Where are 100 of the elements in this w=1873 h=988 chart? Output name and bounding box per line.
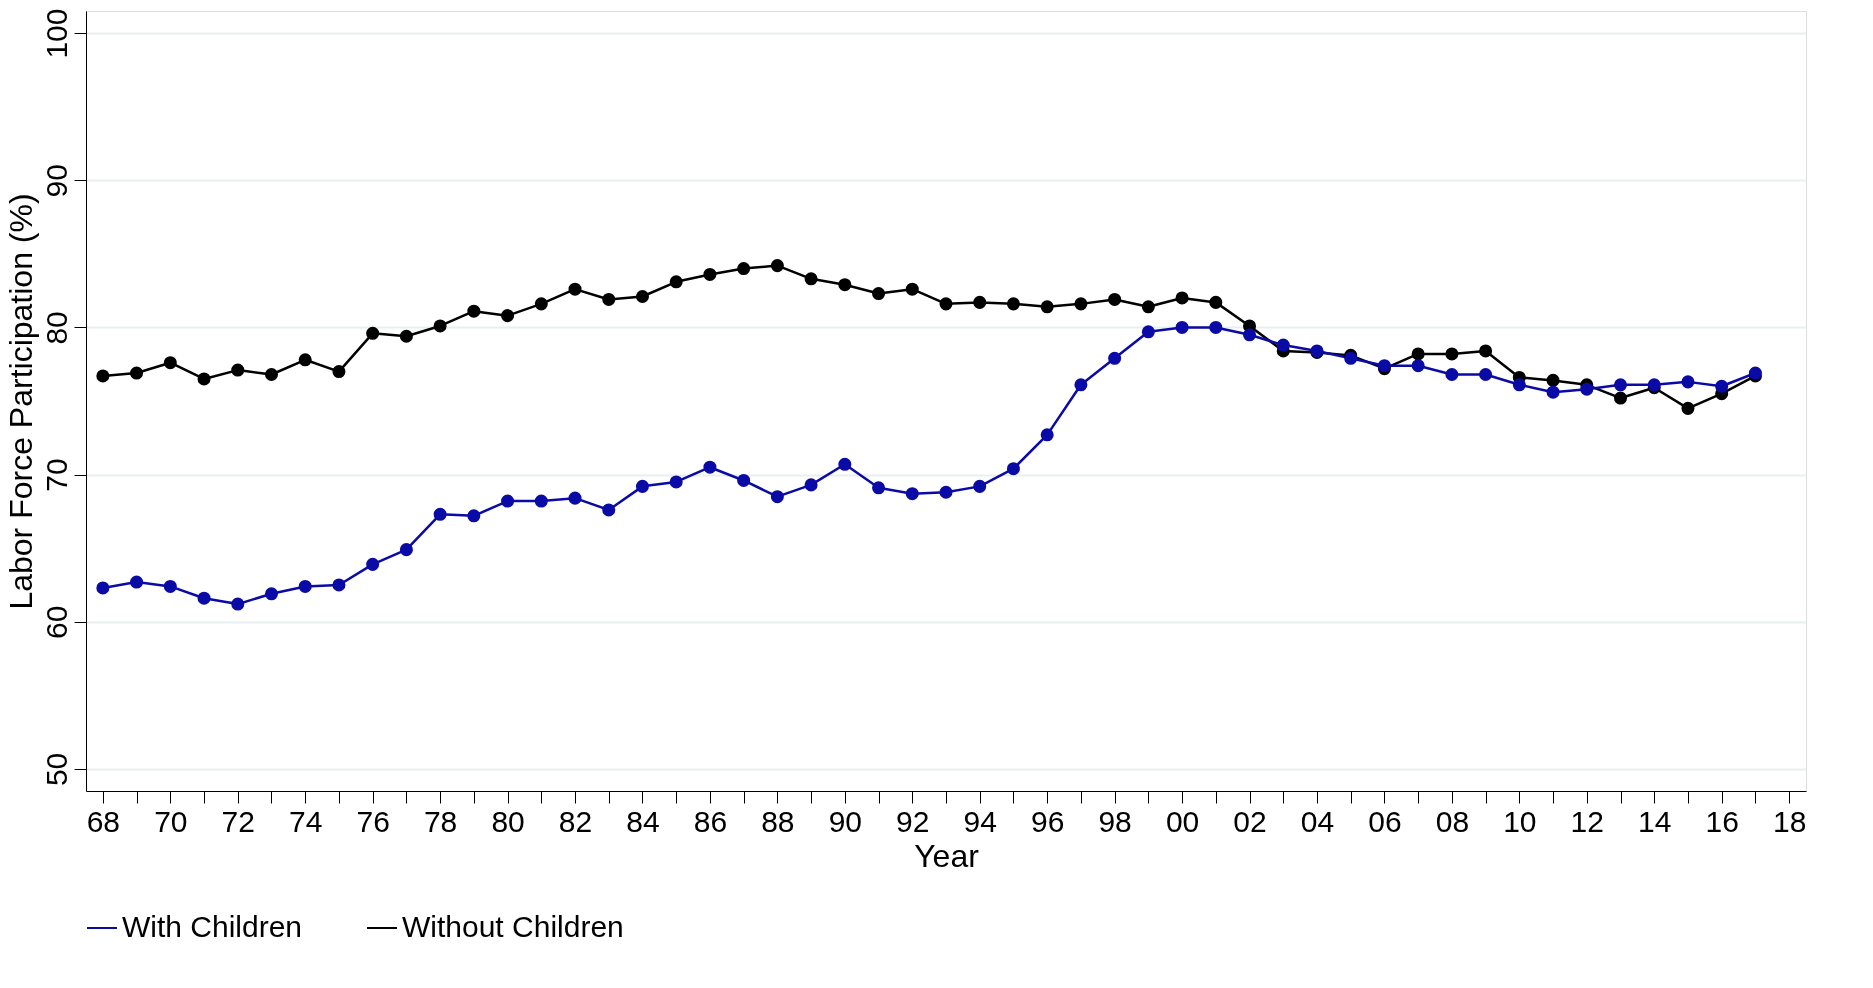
- point: [399, 329, 413, 343]
- x-tick-label: 10: [1503, 804, 1537, 838]
- y-tick-label: 70: [39, 458, 73, 492]
- point: [467, 304, 481, 318]
- point: [602, 503, 616, 517]
- point: [973, 295, 987, 309]
- x-tick-label: 04: [1300, 804, 1335, 838]
- point: [1108, 351, 1122, 365]
- point: [1141, 325, 1155, 339]
- point: [433, 319, 447, 333]
- x-tick-label: 70: [154, 804, 188, 838]
- point: [905, 282, 919, 296]
- x-tick-label: 08: [1435, 804, 1470, 838]
- point: [1445, 347, 1459, 361]
- point: [96, 581, 110, 595]
- legend-label: With Children: [122, 910, 303, 943]
- point: [501, 494, 515, 508]
- point: [872, 481, 886, 495]
- point: [973, 479, 987, 493]
- point: [366, 557, 380, 571]
- y-tick-label: 80: [39, 311, 73, 345]
- point: [838, 278, 852, 292]
- point: [298, 579, 312, 593]
- y-tick-label: 100: [39, 8, 73, 59]
- point: [1546, 373, 1560, 387]
- point: [433, 507, 447, 521]
- point: [534, 297, 548, 311]
- point: [568, 282, 582, 296]
- point: [804, 272, 818, 286]
- x-tick-label: 94: [963, 804, 997, 838]
- point: [332, 365, 346, 379]
- point: [96, 369, 110, 383]
- point: [264, 368, 279, 382]
- x-tick-label: 72: [221, 804, 255, 838]
- point: [197, 372, 211, 386]
- point: [737, 262, 751, 276]
- point: [1613, 378, 1628, 392]
- point: [1209, 295, 1223, 309]
- x-tick-label: 00: [1165, 804, 1200, 838]
- x-tick-label: 18: [1772, 804, 1807, 838]
- x-tick-label: 06: [1368, 804, 1402, 838]
- x-tick-label: 96: [1030, 804, 1065, 838]
- point: [163, 356, 177, 370]
- x-axis-title: Year: [914, 837, 980, 874]
- point: [1006, 297, 1020, 311]
- point: [1243, 328, 1257, 342]
- x-tick-label: 98: [1098, 804, 1132, 838]
- point: [130, 366, 144, 380]
- point: [1681, 401, 1695, 415]
- point: [1715, 379, 1729, 393]
- point: [332, 578, 346, 592]
- x-tick-label: 16: [1705, 804, 1739, 838]
- y-tick-label: 60: [39, 605, 73, 639]
- point: [1546, 385, 1560, 399]
- point: [1040, 428, 1054, 442]
- point: [669, 275, 683, 289]
- x-tick-label: 14: [1638, 804, 1672, 838]
- x-tick-label: 78: [423, 804, 458, 838]
- point: [1512, 378, 1526, 392]
- point: [1074, 297, 1088, 311]
- point: [770, 259, 784, 273]
- point: [905, 487, 919, 501]
- point: [737, 473, 751, 487]
- x-tick-label: 12: [1570, 804, 1604, 838]
- point: [399, 543, 413, 557]
- point: [1276, 338, 1290, 352]
- point: [703, 460, 717, 474]
- point: [366, 326, 380, 340]
- point: [939, 485, 953, 499]
- point: [1209, 320, 1223, 334]
- x-tick-label: 84: [626, 804, 660, 838]
- point: [1040, 300, 1054, 314]
- point: [264, 587, 279, 601]
- point: [1074, 378, 1088, 392]
- point: [1445, 368, 1459, 382]
- x-tick-label: 74: [289, 804, 323, 838]
- point: [1479, 344, 1493, 358]
- x-tick-label: 82: [558, 804, 593, 838]
- point: [1681, 375, 1695, 389]
- legend-label: Without Children: [402, 910, 624, 943]
- point: [703, 267, 717, 281]
- point: [1006, 462, 1020, 476]
- x-tick-label: 68: [86, 804, 121, 838]
- point: [635, 290, 649, 304]
- point: [163, 579, 177, 593]
- x-tick-label: 80: [491, 804, 525, 838]
- point: [467, 509, 481, 523]
- point: [231, 597, 245, 611]
- x-tick-label: 02: [1233, 804, 1267, 838]
- point: [231, 363, 245, 377]
- point: [1411, 359, 1425, 373]
- point: [838, 457, 852, 471]
- point: [602, 292, 616, 306]
- x-tick-label: 92: [896, 804, 930, 838]
- x-tick-label: 88: [761, 804, 795, 838]
- point: [804, 478, 818, 492]
- y-tick-label: 90: [39, 164, 73, 198]
- point: [130, 575, 144, 589]
- point: [872, 287, 886, 301]
- y-tick-label: 50: [39, 752, 73, 787]
